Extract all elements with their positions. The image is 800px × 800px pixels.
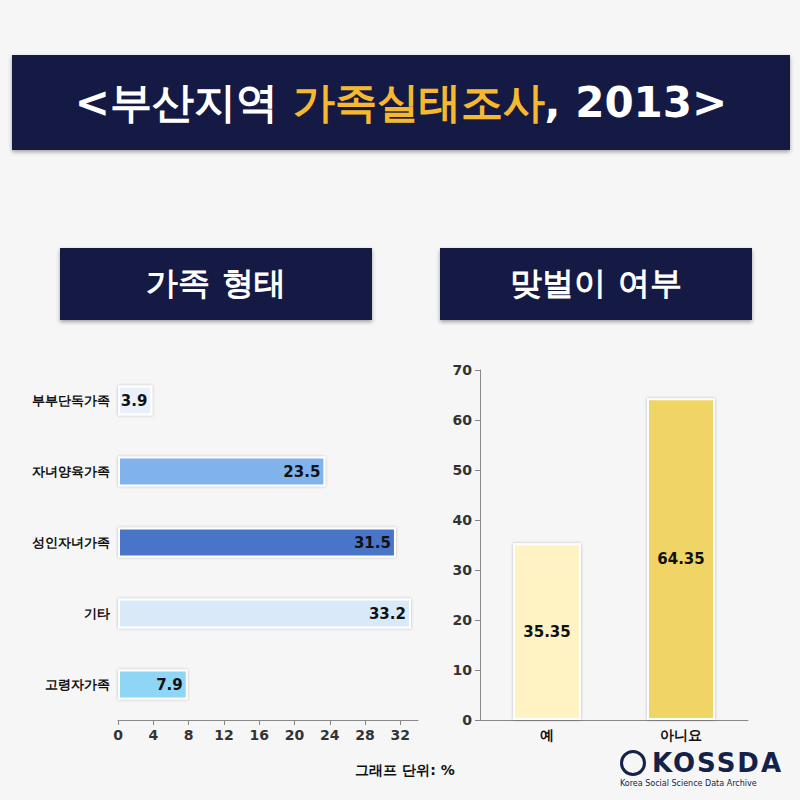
svg-text:자녀양육가족: 자녀양육가족 [32,464,110,479]
svg-text:기타: 기타 [84,606,110,621]
svg-text:아니요: 아니요 [660,727,702,743]
svg-text:3.9: 3.9 [121,392,148,410]
svg-text:64.35: 64.35 [657,550,704,568]
svg-text:23.5: 23.5 [283,463,320,481]
html-text:<부산지역가족실태조사, 2013>: <부산지역가족실태조사, 2013> [74,77,728,127]
svg-text:20: 20 [453,612,473,628]
svg-text:31.5: 31.5 [354,534,391,552]
svg-text:4: 4 [148,727,158,743]
svg-text:7.9: 7.9 [156,676,183,694]
svg-text:30: 30 [453,562,473,578]
svg-text:28: 28 [355,727,374,743]
svg-text:0: 0 [113,727,123,743]
svg-text:0: 0 [462,712,472,728]
svg-text:8: 8 [184,727,194,743]
html-text:가족 형태: 가족 형태 [146,264,286,302]
svg-text:부부단독가족: 부부단독가족 [32,393,110,408]
svg-text:60: 60 [453,412,473,428]
svg-text:고령자가족: 고령자가족 [45,677,110,692]
html-text:Korea Social Science Data Arch: Korea Social Science Data Archive [620,779,757,788]
html-text:KOSSDA: KOSSDA [652,748,784,778]
svg-text:33.2: 33.2 [369,605,406,623]
svg-text:10: 10 [453,662,473,678]
svg-text:35.35: 35.35 [523,623,570,641]
svg-text:20: 20 [285,727,305,743]
svg-text:12: 12 [214,727,233,743]
svg-text:50: 50 [453,462,473,478]
html-text:맞벌이 여부: 맞벌이 여부 [510,264,682,302]
svg-text:32: 32 [391,727,410,743]
svg-text:성인자녀가족: 성인자녀가족 [32,535,110,550]
svg-text:40: 40 [453,512,473,528]
svg-text:16: 16 [249,727,268,743]
svg-text:70: 70 [453,362,473,378]
html-text:그래프 단위: %: 그래프 단위: % [355,762,455,778]
svg-text:예: 예 [540,727,554,743]
svg-text:24: 24 [320,727,340,743]
